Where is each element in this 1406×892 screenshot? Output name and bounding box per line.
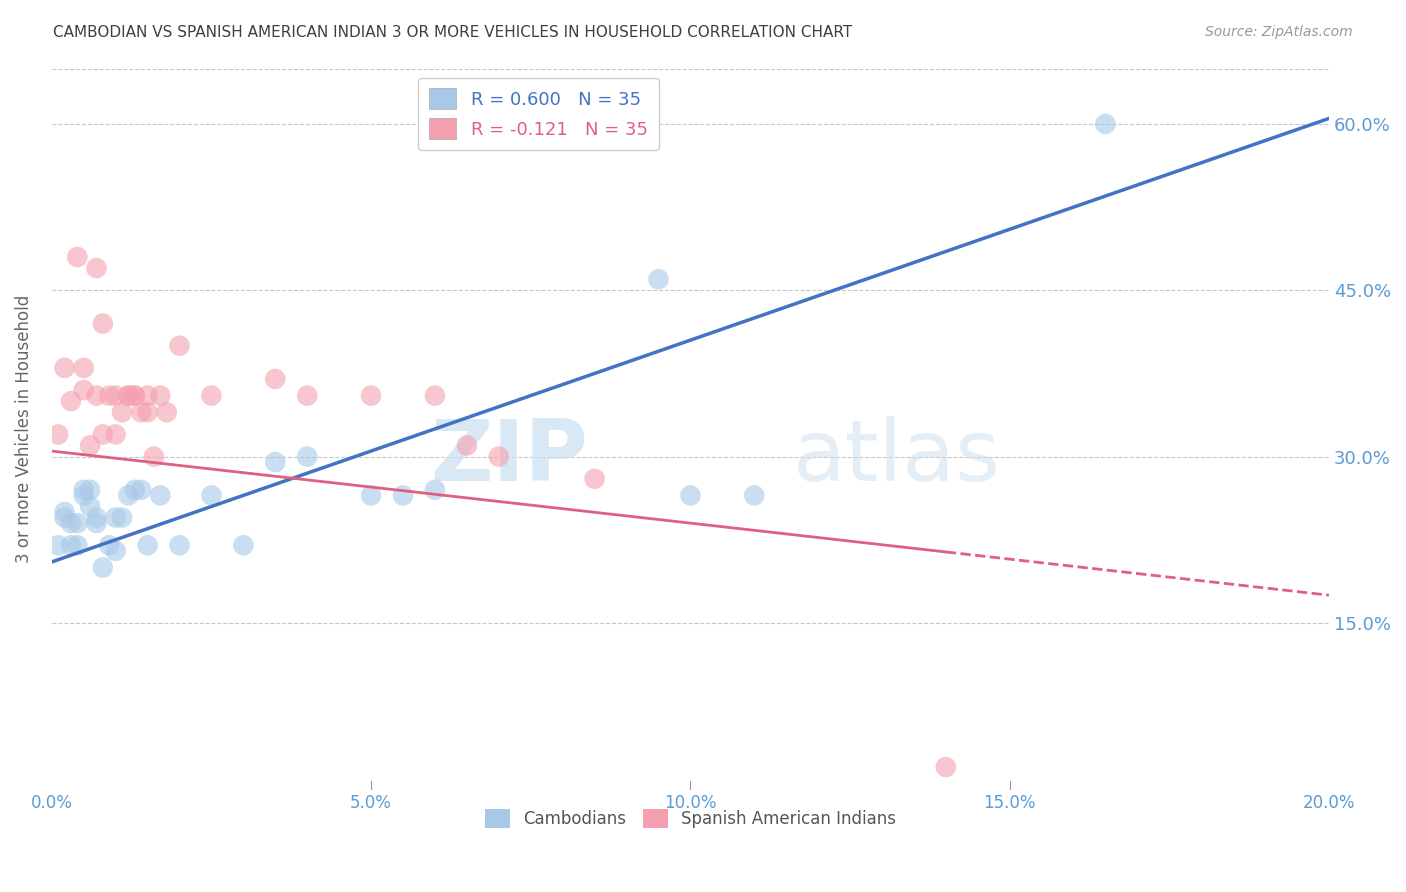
Point (59, 394, 82, 409)
Point (73, 488, 96, 502)
Point (98, 538, 121, 552)
Point (86, 389, 108, 403)
Point (104, 427, 127, 442)
Point (647, 272, 669, 286)
Point (46, 538, 69, 552)
Point (59, 538, 82, 552)
Point (149, 389, 172, 403)
Point (73, 483, 96, 497)
Point (232, 538, 254, 552)
Point (1094, 117, 1116, 131)
Point (124, 389, 146, 403)
Point (53, 510, 76, 524)
Point (59, 516, 82, 530)
Text: ZIP: ZIP (430, 417, 588, 500)
Point (117, 389, 139, 403)
Point (264, 455, 287, 469)
Point (200, 488, 222, 502)
Point (91, 427, 114, 442)
Point (488, 450, 510, 464)
Point (392, 488, 415, 502)
Legend: Cambodians, Spanish American Indians: Cambodians, Spanish American Indians (478, 803, 903, 835)
Point (124, 483, 146, 497)
Text: CAMBODIAN VS SPANISH AMERICAN INDIAN 3 OR MORE VEHICLES IN HOUSEHOLD CORRELATION: CAMBODIAN VS SPANISH AMERICAN INDIAN 3 O… (53, 25, 852, 40)
Point (53, 360, 76, 375)
Point (360, 389, 382, 403)
Point (583, 472, 606, 486)
Point (66, 538, 89, 552)
Point (124, 389, 146, 403)
Point (295, 389, 318, 403)
Point (200, 389, 222, 403)
Point (156, 405, 179, 419)
Point (104, 389, 127, 403)
Point (423, 389, 446, 403)
Point (935, 760, 957, 774)
Point (79, 483, 101, 497)
Point (79, 500, 101, 514)
Point (98, 389, 121, 403)
Point (456, 438, 478, 452)
Point (111, 510, 134, 524)
Point (86, 261, 108, 276)
Point (91, 317, 114, 331)
Point (149, 488, 172, 502)
Point (136, 389, 159, 403)
Point (66, 516, 89, 530)
Text: Source: ZipAtlas.com: Source: ZipAtlas.com (1205, 25, 1353, 39)
Point (111, 405, 134, 419)
Point (129, 405, 152, 419)
Point (136, 405, 159, 419)
Point (129, 483, 152, 497)
Point (104, 510, 127, 524)
Point (91, 560, 114, 574)
Point (742, 488, 765, 502)
Point (295, 450, 318, 464)
Point (264, 372, 287, 386)
Point (117, 389, 139, 403)
Point (53, 505, 76, 519)
Point (73, 360, 96, 375)
Point (86, 516, 108, 530)
Point (66, 250, 89, 264)
Point (169, 538, 191, 552)
Point (86, 510, 108, 524)
Point (46, 427, 69, 442)
Point (360, 488, 382, 502)
Text: atlas: atlas (793, 417, 1001, 500)
Y-axis label: 3 or more Vehicles in Household: 3 or more Vehicles in Household (15, 294, 32, 563)
Point (136, 538, 159, 552)
Point (679, 488, 702, 502)
Point (142, 450, 165, 464)
Point (423, 483, 446, 497)
Point (169, 339, 191, 353)
Point (73, 383, 96, 397)
Point (117, 488, 139, 502)
Point (79, 438, 101, 452)
Point (104, 544, 127, 558)
